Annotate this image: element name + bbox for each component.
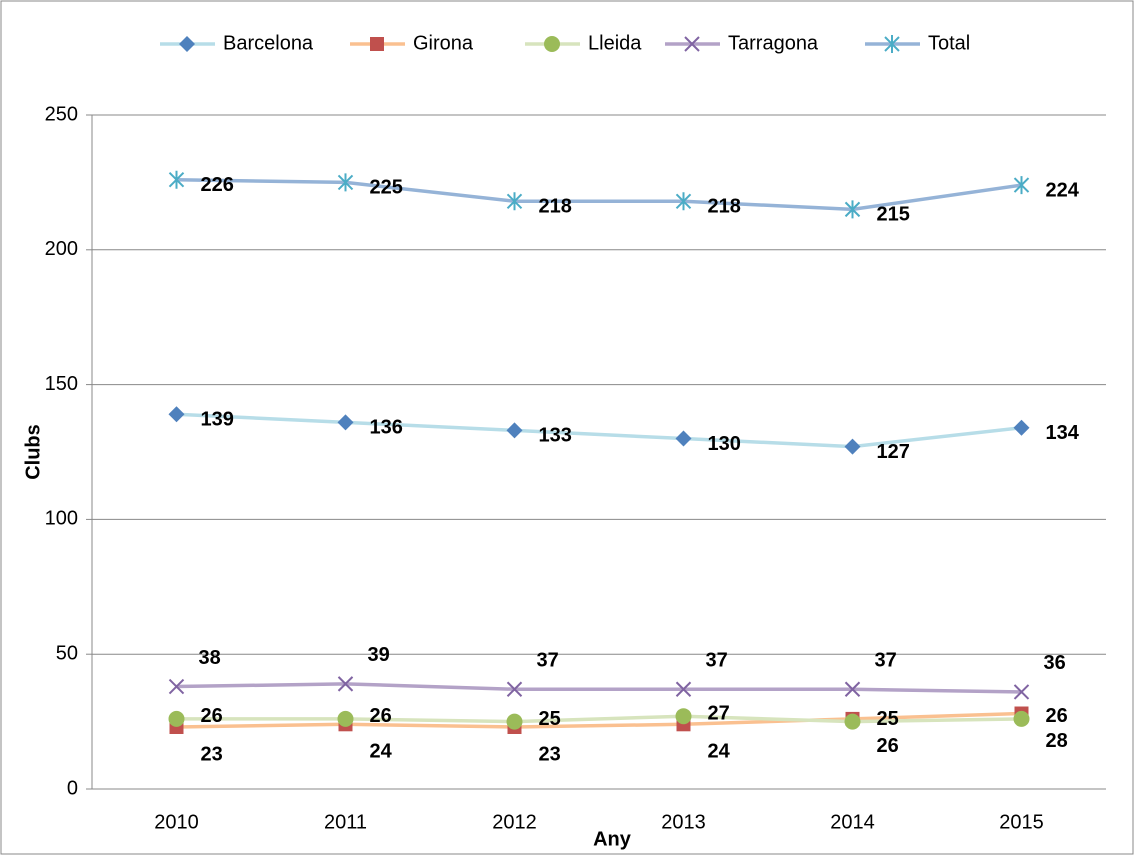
marker — [884, 35, 900, 53]
marker — [337, 173, 354, 192]
data-label: 36 — [1044, 652, 1066, 674]
data-label: 25 — [539, 708, 561, 730]
marker — [684, 36, 700, 52]
marker — [675, 192, 692, 211]
x-tick-label: 2013 — [661, 811, 706, 833]
data-label: 139 — [201, 409, 234, 431]
legend-label: Girona — [413, 32, 474, 54]
y-tick-label: 200 — [45, 238, 78, 260]
data-label: 39 — [368, 644, 390, 666]
y-tick-label: 50 — [56, 642, 78, 664]
marker — [179, 36, 195, 52]
series-line — [176, 682, 1022, 694]
data-label: 225 — [370, 177, 403, 199]
marker — [168, 170, 185, 189]
data-label: 23 — [539, 743, 561, 765]
data-label: 38 — [199, 647, 221, 669]
marker — [506, 713, 523, 730]
series-line — [176, 714, 1022, 724]
data-label: 26 — [1046, 705, 1068, 727]
data-label: 218 — [539, 196, 572, 218]
data-label: 226 — [201, 174, 234, 196]
data-label: 25 — [877, 708, 899, 730]
legend-label: Lleida — [588, 32, 642, 54]
data-label: 24 — [708, 741, 731, 763]
marker — [506, 422, 523, 439]
x-tick-label: 2010 — [154, 811, 199, 833]
marker — [506, 681, 523, 697]
data-label: 37 — [537, 650, 559, 672]
data-label: 130 — [708, 433, 741, 455]
data-label: 26 — [877, 735, 899, 757]
marker — [337, 414, 354, 431]
x-axis-label: Any — [593, 828, 632, 850]
y-tick-label: 100 — [45, 508, 78, 530]
marker — [168, 678, 185, 695]
marker — [168, 406, 185, 423]
legend-label: Barcelona — [223, 32, 314, 54]
marker — [544, 36, 560, 52]
legend-label: Total — [928, 32, 970, 54]
series-line — [176, 177, 1022, 212]
marker — [844, 681, 861, 697]
y-axis-label: Clubs — [22, 424, 44, 480]
data-label: 24 — [370, 741, 393, 763]
data-label: 134 — [1046, 422, 1080, 444]
marker — [337, 676, 354, 692]
marker — [1013, 176, 1030, 195]
data-label: 218 — [708, 196, 741, 218]
marker — [675, 430, 692, 447]
marker — [506, 192, 523, 211]
marker — [844, 438, 861, 455]
data-label: 23 — [201, 743, 223, 765]
data-label: 37 — [875, 650, 897, 672]
marker — [675, 708, 692, 725]
marker — [370, 37, 384, 51]
data-label: 27 — [708, 702, 730, 724]
y-tick-label: 0 — [67, 777, 78, 799]
data-label: 26 — [370, 705, 392, 727]
legend-label: Tarragona — [728, 32, 819, 54]
series-line — [176, 711, 1022, 729]
y-tick-label: 250 — [45, 103, 78, 125]
marker — [337, 710, 354, 727]
data-label: 26 — [201, 705, 223, 727]
data-label: 133 — [539, 425, 572, 447]
x-tick-label: 2015 — [999, 811, 1044, 833]
data-label: 136 — [370, 417, 403, 439]
marker — [844, 713, 861, 730]
marker — [1013, 710, 1030, 727]
series-line — [176, 412, 1022, 449]
marker — [1013, 419, 1030, 436]
data-label: 28 — [1046, 730, 1068, 752]
x-tick-label: 2012 — [492, 811, 537, 833]
data-label: 37 — [706, 650, 728, 672]
marker — [1013, 684, 1030, 700]
x-tick-label: 2014 — [830, 811, 875, 833]
marker — [168, 710, 185, 727]
data-label: 224 — [1046, 179, 1080, 201]
data-label: 215 — [877, 204, 910, 226]
data-label: 127 — [877, 441, 910, 463]
marker — [844, 200, 861, 219]
y-tick-label: 150 — [45, 373, 78, 395]
x-tick-label: 2011 — [324, 811, 367, 833]
marker — [675, 681, 692, 697]
